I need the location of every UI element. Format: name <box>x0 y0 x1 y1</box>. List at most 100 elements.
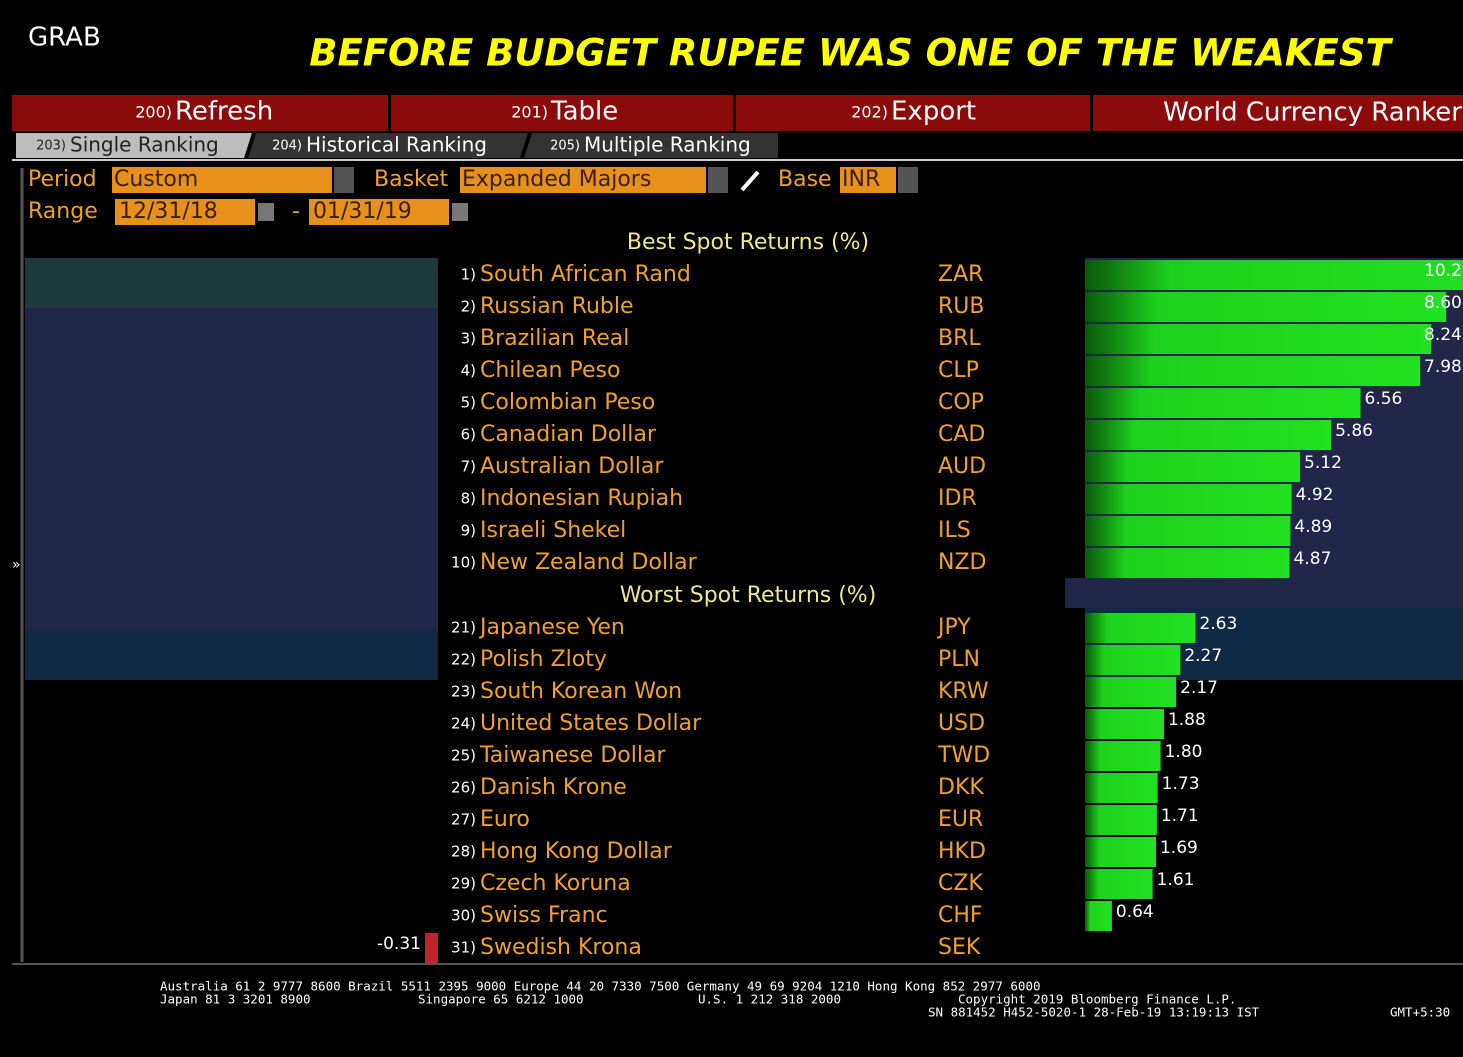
footer-text: Australia 61 2 9777 8600 Brazil 5511 239… <box>160 979 1041 994</box>
footer-text: Japan 81 3 3201 8900 <box>160 992 311 1007</box>
currency-code: ZAR <box>938 262 983 287</box>
calendar-icon[interactable] <box>258 203 274 221</box>
value-label: 2.63 <box>1199 614 1237 634</box>
value-label: 1.69 <box>1160 838 1198 858</box>
menu-label: Table <box>550 97 618 127</box>
rank: 21) <box>451 619 476 637</box>
tab-label: Single Ranking <box>70 133 219 157</box>
currency-code: IDR <box>938 486 977 511</box>
rank: 6) <box>461 426 476 444</box>
range-start-field[interactable] <box>115 199 255 225</box>
value-label: 4.92 <box>1296 485 1334 505</box>
dropdown-arrow[interactable] <box>334 167 354 193</box>
currency-name: Australian Dollar <box>480 454 664 479</box>
bar <box>1085 548 1290 578</box>
currency-name: Hong Kong Dollar <box>480 839 673 864</box>
currency-code: JPY <box>936 615 971 640</box>
bar <box>1085 645 1181 675</box>
menu-button[interactable] <box>12 95 388 131</box>
value-label: 7.98 <box>1424 357 1462 377</box>
currency-name: Indonesian Rupiah <box>480 486 683 511</box>
bar <box>1085 709 1164 739</box>
rank: 23) <box>451 683 476 701</box>
base-field[interactable] <box>840 167 896 193</box>
dropdown-arrow[interactable] <box>708 167 728 193</box>
menu-number: 202) <box>851 103 888 122</box>
currency-name: Swiss Franc <box>480 903 608 928</box>
bar <box>1085 484 1292 514</box>
tab-label: Multiple Ranking <box>584 133 751 157</box>
currency-code: CHF <box>938 903 983 928</box>
edit-icon[interactable] <box>740 170 760 192</box>
expander[interactable]: » <box>12 557 21 573</box>
menu-label: Refresh <box>175 97 273 127</box>
value-label: 8.24 <box>1424 325 1462 345</box>
rank: 26) <box>451 779 476 797</box>
basket-value: Expanded Majors <box>462 167 651 192</box>
currency-name: Canadian Dollar <box>480 422 657 447</box>
value-label: 5.12 <box>1304 453 1342 473</box>
footer-text: U.S. 1 212 318 2000 <box>698 992 841 1007</box>
tab[interactable] <box>248 133 528 158</box>
currency-code: NZD <box>938 550 986 575</box>
currency-name: Brazilian Real <box>480 326 629 351</box>
value-label: 6.56 <box>1365 389 1403 409</box>
currency-code: KRW <box>938 679 989 704</box>
rank: 22) <box>451 651 476 669</box>
bar <box>1085 741 1161 771</box>
range-start: 12/31/18 <box>119 199 218 224</box>
bar <box>424 933 438 963</box>
currency-name: South African Rand <box>480 262 691 287</box>
rank: 24) <box>451 715 476 733</box>
menu-button[interactable] <box>391 95 733 131</box>
currency-name: Euro <box>480 807 530 832</box>
menu-label: Export <box>891 97 976 127</box>
footer-text: GMT+5:30 <box>1390 1005 1450 1020</box>
left-panel <box>25 258 438 308</box>
left-panel <box>25 308 438 630</box>
value-label: 1.80 <box>1165 742 1203 762</box>
currency-name: Russian Ruble <box>480 294 634 319</box>
basket-field[interactable] <box>460 167 706 193</box>
right-panel <box>1065 578 1463 608</box>
menu-number: 200) <box>135 103 172 122</box>
tab-label: Historical Ranking <box>306 133 487 157</box>
currency-code: SEK <box>938 935 981 960</box>
rank: 5) <box>461 394 476 412</box>
dropdown-arrow[interactable] <box>898 167 918 193</box>
currency-code: DKK <box>938 775 984 800</box>
period-label: Period <box>28 167 97 192</box>
currency-name: Danish Krone <box>480 775 627 800</box>
currency-code: CLP <box>938 358 979 383</box>
value-label: 4.89 <box>1294 517 1332 537</box>
base-value: INR <box>842 167 880 192</box>
range-end-field[interactable] <box>309 199 449 225</box>
value-label: 1.71 <box>1161 806 1199 826</box>
bar <box>1085 260 1463 290</box>
period-field[interactable] <box>112 167 332 193</box>
calendar-icon[interactable] <box>452 203 468 221</box>
period-value: Custom <box>114 167 198 192</box>
value-label: 8.60 <box>1424 293 1462 313</box>
tab[interactable] <box>524 133 778 158</box>
range-end: 01/31/19 <box>313 199 412 224</box>
currency-code: BRL <box>938 326 981 351</box>
currency-code: CAD <box>938 422 985 447</box>
bar <box>1085 869 1153 899</box>
bar <box>1085 388 1361 418</box>
currency-name: United States Dollar <box>480 711 702 736</box>
menu-button[interactable] <box>736 95 1090 131</box>
rank: 25) <box>451 747 476 765</box>
range-label: Range <box>28 199 98 224</box>
rank: 8) <box>461 490 476 508</box>
value-label: 1.73 <box>1162 774 1200 794</box>
rank: 28) <box>451 843 476 861</box>
tab[interactable] <box>16 133 252 158</box>
footer-text: SN 881452 H452-5020-1 28-Feb-19 13:19:13… <box>928 1005 1260 1020</box>
value-label: 10.2 <box>1424 261 1462 281</box>
value-label: 1.61 <box>1157 870 1195 890</box>
rank: 30) <box>451 907 476 925</box>
bar <box>1085 613 1196 643</box>
basket-label: Basket <box>374 167 449 192</box>
currency-code: HKD <box>938 839 986 864</box>
